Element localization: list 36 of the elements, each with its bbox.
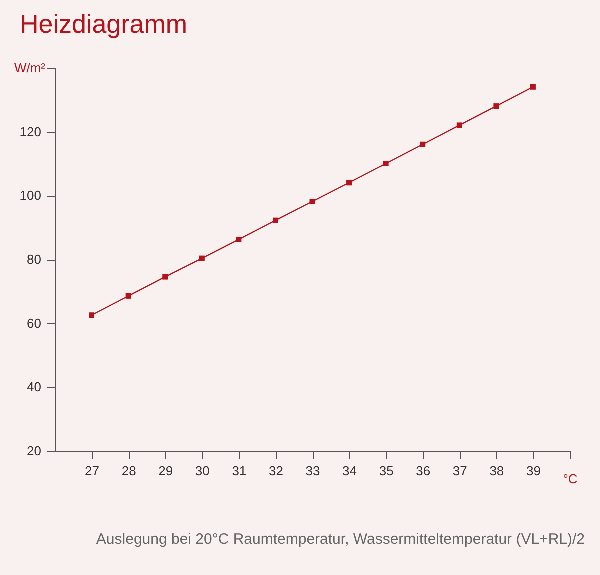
point [494,104,500,110]
point [272,218,278,224]
x-tick-label: 34 [342,464,358,478]
y-tick-label: 20 [27,444,42,458]
x-tick-label: 38 [490,464,504,478]
x-tick-label: 37 [452,464,468,478]
x-tick-label: 39 [526,464,541,478]
y-tick-label: 60 [27,316,42,331]
point [420,142,426,148]
y-tick-label: 120 [20,124,42,140]
x-tick-label: 36 [416,464,431,478]
point [310,198,316,204]
x-tick-label: 33 [306,464,320,478]
point [530,84,536,90]
point [236,236,242,242]
point [199,256,205,262]
y-tick-label: 80 [27,252,42,267]
point [383,161,389,166]
y-tick-label: 100 [20,188,42,204]
x-axis-title: °C [563,472,578,486]
text: Auslegung bei 20°C Raumtemperatur, Wassermitteltemperatur (VL+RL)/2 [96,531,585,548]
x-tick-label: 30 [195,464,210,478]
x-tick-label: 27 [85,464,100,478]
point [346,180,352,186]
y-tick-label: 40 [27,380,42,395]
x-tick-label: 32 [268,464,284,478]
point [89,312,95,318]
chart-title: Heizdiagramm [20,9,188,39]
point [126,293,132,299]
x-tick-label: 29 [158,464,174,478]
y-axis-title: W/m² [14,60,46,76]
x-tick-label: 28 [122,464,136,478]
x-tick-label: 31 [232,464,247,478]
point [162,274,168,280]
point [456,122,462,128]
x-tick-label: 35 [379,464,394,478]
